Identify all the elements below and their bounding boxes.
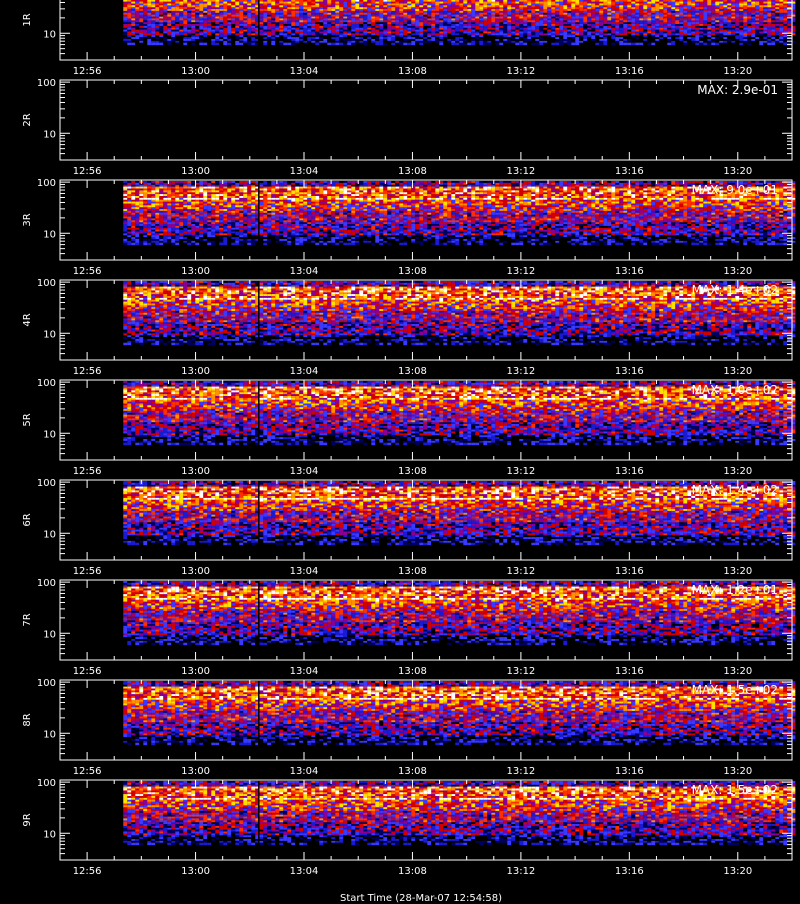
panel-1R: 1010012:5613:0013:0413:0813:1213:1613:20…: [22, 0, 795, 77]
heatmap-cells-1R: [123, 0, 795, 45]
